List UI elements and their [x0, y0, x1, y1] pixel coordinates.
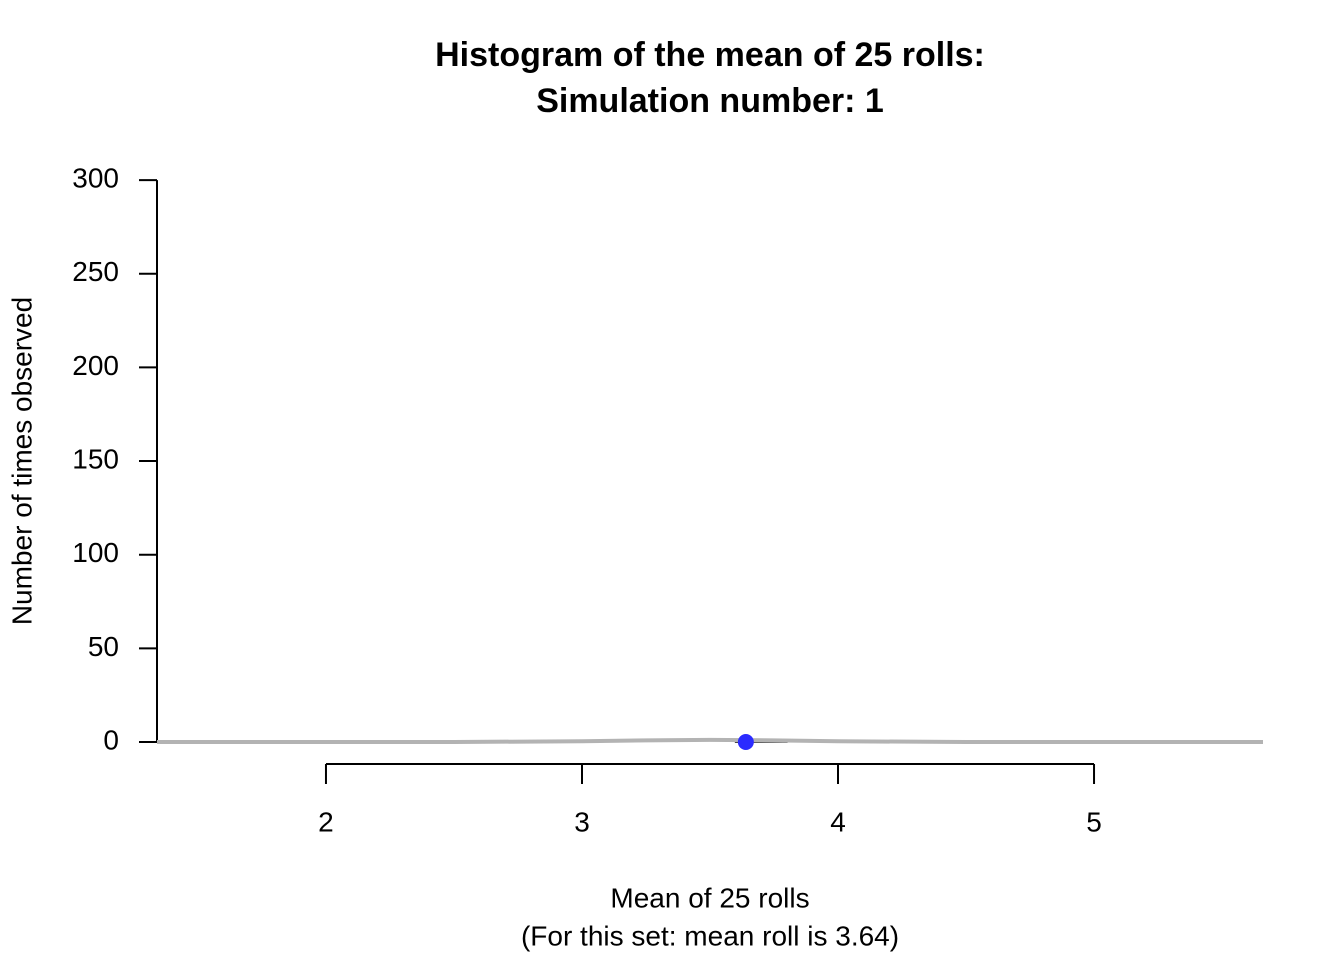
chart-title: Histogram of the mean of 25 rolls:: [435, 36, 985, 74]
y-tick-label: 300: [72, 162, 119, 193]
x-axis-note: (For this set: mean roll is 3.64): [521, 920, 899, 951]
chart-subtitle: Simulation number: 1: [536, 82, 884, 120]
mean-marker: [737, 734, 754, 751]
x-tick-label: 4: [830, 806, 846, 837]
x-tick-label: 2: [318, 806, 334, 837]
x-axis-label: Mean of 25 rolls: [610, 882, 809, 913]
y-tick-label: 200: [72, 350, 119, 381]
y-tick-label: 100: [72, 537, 119, 568]
y-tick-label: 150: [72, 443, 119, 474]
density-curve: [157, 737, 1263, 745]
y-axis-label: Number of times observed: [6, 297, 37, 625]
x-tick-label: 3: [574, 806, 590, 837]
y-tick-label: 250: [72, 256, 119, 287]
y-tick-label: 0: [103, 724, 119, 755]
y-tick-label: 50: [88, 631, 119, 662]
x-tick-label: 5: [1086, 806, 1102, 837]
